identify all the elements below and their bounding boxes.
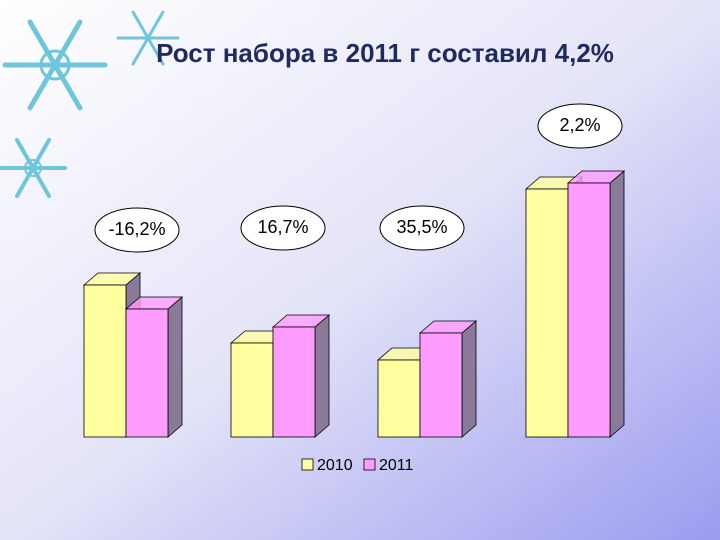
legend-label: 2010 [317,457,353,474]
annotation: 2,2% [559,115,600,135]
legend-label: 2011 [379,457,414,474]
bar-front [125,308,169,438]
legend-swatch [363,458,376,471]
bar-side [609,170,625,438]
legend-swatch [301,458,314,471]
annotation: 16,7% [257,217,308,237]
bar-front [83,284,127,438]
bar-side [314,314,330,438]
bar-front [230,342,274,438]
bar [124,296,184,438]
annotation: -16,2% [108,219,165,239]
bar [271,314,331,438]
bar [566,170,626,438]
slide-title: Рост набора в 2011 г составил 4,2% [156,38,614,68]
annotation-bubble [240,205,326,251]
bar-front [525,188,569,438]
annotation: 35,5% [396,217,447,237]
annotation-bubble [94,207,180,253]
bar-side [167,296,183,438]
bar-front [377,359,421,438]
snowflake-decoration [0,10,180,198]
bar-front [567,182,611,438]
annotation-bubble [379,205,465,251]
bar-side [461,320,477,438]
bar-front [419,332,463,438]
bar [418,320,478,438]
bar-front [272,326,316,438]
annotation-bubble [537,103,623,149]
